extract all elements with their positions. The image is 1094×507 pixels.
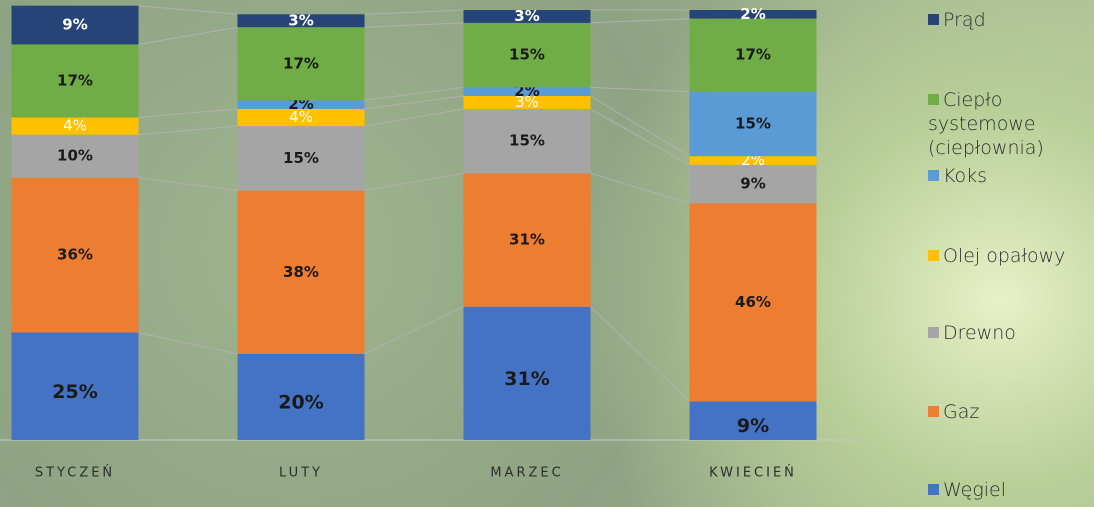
bar-segment	[237, 100, 365, 109]
data-label: 17%	[283, 54, 319, 72]
legend-label: Olej opałowy	[943, 245, 1066, 267]
legend-label: Prąd	[943, 9, 986, 31]
legend-entry: Prąd	[928, 8, 1094, 32]
data-label: 31%	[509, 231, 545, 249]
legend-label: Węgiel	[943, 479, 1007, 501]
bar-segment	[463, 96, 591, 109]
data-label: 2%	[740, 5, 765, 23]
data-label: 9%	[62, 16, 87, 34]
data-label: 36%	[57, 246, 93, 264]
x-tick-label: MARZEC	[490, 466, 563, 481]
chart: 25% 20% 31% 9% 36% 38% 31% 46% 10% 15% 15% 9% 4% 4% 3%…	[0, 5, 860, 481]
bar-segment	[689, 401, 817, 440]
data-label: 15%	[509, 46, 545, 64]
legend-swatch	[928, 170, 939, 181]
legend-entry: Ciepło systemowe (ciepłownia)	[928, 88, 1094, 160]
legend-entry: Gaz	[928, 400, 1094, 424]
x-tick-label: KWIECIEŃ	[709, 465, 797, 481]
legend-entry: Drewno	[928, 321, 1094, 345]
data-label: 38%	[283, 263, 319, 281]
bar-segment	[463, 306, 591, 440]
bar-segment	[11, 5, 139, 45]
bar-segment	[463, 173, 591, 307]
data-label: 15%	[735, 114, 771, 132]
legend-swatch	[928, 14, 939, 25]
series-connector	[590, 86, 690, 93]
data-label: 25%	[52, 381, 97, 403]
series-connector	[364, 9, 464, 15]
bar-segment	[689, 10, 817, 19]
data-label: 3%	[514, 7, 539, 25]
data-label: 9%	[740, 175, 765, 193]
bar-segment	[689, 91, 817, 157]
bar-segment	[11, 177, 139, 333]
series-connector	[364, 95, 464, 110]
data-label: 3%	[288, 11, 313, 29]
data-label: 4%	[289, 108, 313, 126]
legend-entry: Olej opałowy	[928, 244, 1094, 268]
data-label: 15%	[283, 149, 319, 167]
series-connector	[590, 108, 690, 166]
bar-segment	[689, 156, 817, 165]
series-connector	[590, 18, 690, 24]
bar-segment	[237, 14, 365, 28]
x-tick-label: LUTY	[279, 466, 323, 481]
bar-segment	[463, 10, 591, 23]
legend-swatch	[928, 484, 939, 495]
data-label: 10%	[57, 147, 93, 165]
data-label: 9%	[737, 415, 769, 437]
series-connector	[138, 26, 238, 45]
data-label: 17%	[735, 46, 771, 64]
series-connector	[590, 172, 690, 204]
bar-segment	[11, 134, 139, 178]
bar-segment	[237, 126, 365, 191]
bar-segment	[463, 22, 591, 88]
series-connector	[138, 125, 238, 136]
data-label: 46%	[735, 293, 771, 311]
data-label: 17%	[57, 71, 93, 89]
data-label: 3%	[515, 93, 539, 111]
bar-segment	[463, 108, 591, 174]
legend-label: Gaz	[943, 401, 980, 423]
legend-entry: Koks	[928, 164, 1094, 188]
bar-segment	[11, 332, 139, 440]
legend-label: Drewno	[943, 322, 1016, 344]
legend-label: Koks	[943, 165, 988, 187]
legend-entry: Węgiel	[928, 478, 1094, 502]
bar-segment	[237, 190, 365, 354]
bar-segment	[689, 164, 817, 204]
data-label: 20%	[278, 392, 323, 414]
bar-segment	[463, 87, 591, 96]
legend-swatch	[928, 250, 939, 261]
series-connector	[364, 22, 464, 28]
series-connector	[364, 172, 464, 192]
data-label: 15%	[509, 132, 545, 150]
bar-segment	[237, 354, 365, 440]
legend-swatch	[928, 327, 939, 338]
data-label: 4%	[63, 117, 87, 135]
legend-swatch	[928, 406, 939, 417]
series-connector	[364, 108, 464, 127]
series-connector	[364, 86, 464, 101]
bar-segment	[689, 203, 817, 402]
bar-segment	[11, 117, 139, 135]
legend-label: Ciepło systemowe (ciepłownia)	[928, 89, 1044, 159]
series-connector	[364, 306, 464, 355]
x-tick-label: STYCZEŃ	[35, 465, 115, 481]
bar-segment	[237, 108, 365, 127]
series-connector	[138, 332, 238, 355]
series-connector	[138, 177, 238, 192]
data-label: 31%	[504, 368, 549, 390]
series-connector	[590, 95, 690, 157]
legend-swatch	[928, 94, 939, 105]
bar-segment	[237, 27, 365, 101]
series-connector	[590, 306, 690, 402]
bar-segment	[11, 44, 139, 118]
bar-segment	[689, 18, 817, 92]
series-connector	[138, 5, 238, 15]
series-connector	[138, 108, 238, 118]
